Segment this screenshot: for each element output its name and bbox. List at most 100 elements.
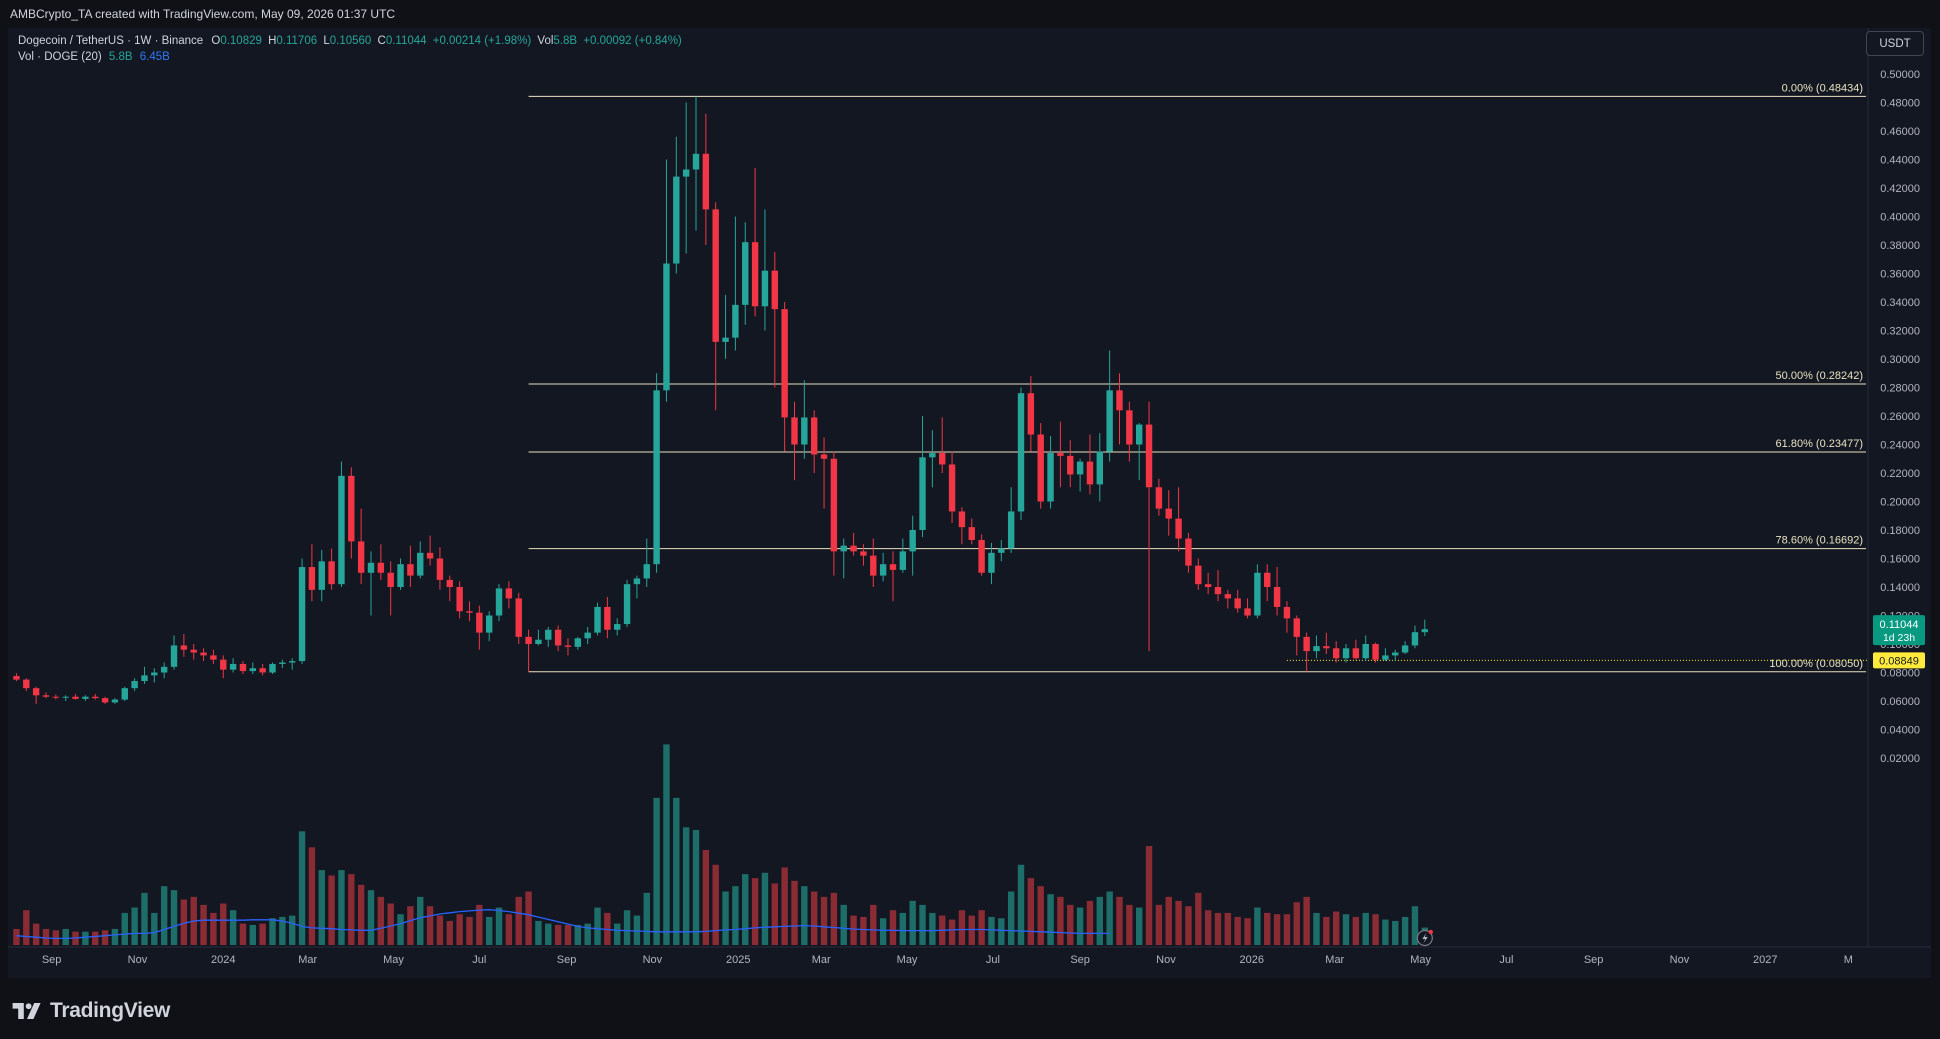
- candle-body: [850, 545, 857, 552]
- volume-bar: [1135, 907, 1143, 945]
- candle-body: [82, 696, 89, 699]
- current-price-box: [1873, 615, 1925, 646]
- volume-bar: [32, 923, 40, 945]
- y-tick-label: 0.24000: [1880, 440, 1920, 452]
- x-tick-label: May: [383, 954, 404, 966]
- x-tick-label: Nov: [643, 954, 663, 966]
- volume-bar: [1372, 914, 1379, 945]
- volume-bar: [791, 880, 798, 945]
- fib-level-label: 0.00% (0.48434): [1782, 82, 1863, 94]
- volume-bar: [840, 904, 847, 945]
- alert-dot-icon: [1428, 929, 1434, 935]
- candle-body: [32, 688, 40, 696]
- volume-bar: [692, 829, 700, 945]
- candle-body: [387, 572, 394, 587]
- candle-body: [1264, 572, 1271, 587]
- candle-body: [436, 558, 444, 580]
- volume-bar: [781, 867, 788, 945]
- volume-bar: [525, 891, 532, 945]
- volume-bar: [1382, 919, 1389, 945]
- volume-bar: [1313, 912, 1320, 945]
- candle-body: [958, 511, 966, 528]
- volume-bar: [1293, 902, 1300, 945]
- candle-body: [308, 567, 316, 590]
- candlestick-chart[interactable]: 0.00% (0.48434) 50.00% (0.28242) 61.80% (0…: [8, 28, 1931, 978]
- volume-bar: [1057, 896, 1064, 945]
- x-tick-label: Nov: [128, 954, 148, 966]
- volume-bar: [771, 883, 778, 945]
- candle-body: [732, 304, 739, 338]
- volume-bar: [23, 910, 30, 945]
- y-tick-label: 0.22000: [1880, 468, 1920, 480]
- y-tick-label: 0.36000: [1880, 269, 1920, 281]
- candle-body: [870, 555, 877, 576]
- open-label: O: [211, 35, 221, 47]
- volume-bar: [338, 870, 345, 945]
- chart-pane[interactable]: 0.00% (0.48434) 50.00% (0.28242) 61.80% (0…: [8, 28, 1931, 978]
- candle-body: [101, 698, 109, 703]
- candle-body: [1057, 453, 1064, 456]
- volume-bar: [485, 916, 493, 945]
- tradingview-logo[interactable]: TradingView: [12, 999, 170, 1023]
- y-tick-label: 0.40000: [1880, 212, 1920, 224]
- volume-bar: [722, 891, 729, 945]
- candle-body: [1234, 598, 1241, 609]
- volume-bar: [1283, 914, 1291, 945]
- volume-bar: [929, 912, 936, 945]
- candle-body: [1293, 618, 1300, 637]
- candle-body: [92, 696, 99, 699]
- volume-bar: [889, 910, 897, 945]
- volume-bar: [200, 904, 207, 945]
- volume-bar: [1037, 886, 1044, 945]
- volume-bar: [742, 874, 749, 945]
- candle-body: [968, 527, 975, 540]
- candle-body: [1372, 644, 1379, 660]
- candle-body: [348, 475, 355, 542]
- volume-bar: [121, 912, 128, 945]
- candle-body: [939, 453, 946, 465]
- volume-bar: [1007, 891, 1015, 945]
- volume-bar: [633, 915, 641, 945]
- volume-legend: Vol · DOGE (20) 5.8B 6.45B: [18, 51, 170, 63]
- currency-selector[interactable]: USDT: [1866, 31, 1924, 56]
- volume-bar: [584, 923, 591, 945]
- candle-body: [426, 552, 434, 559]
- volume-bar: [456, 914, 463, 945]
- volume-bar: [594, 907, 601, 945]
- volume-bar: [1027, 878, 1035, 945]
- candle-body: [801, 417, 808, 445]
- volume-bar: [860, 916, 867, 945]
- volume-bar: [820, 896, 828, 945]
- attribution-bar: AMBCrypto_TA created with TradingView.co…: [0, 0, 1940, 27]
- candle-body: [840, 545, 847, 552]
- candle-body: [495, 588, 503, 616]
- volume-bar: [476, 904, 483, 945]
- candle-body: [1421, 629, 1429, 633]
- volume-bar: [141, 892, 148, 945]
- y-tick-label: 0.06000: [1880, 696, 1920, 708]
- y-tick-label: 0.28000: [1880, 383, 1920, 395]
- volume-bar: [426, 906, 434, 945]
- volume-bar: [663, 744, 670, 945]
- volume-bar: [1224, 912, 1232, 945]
- volume-bar: [1086, 900, 1094, 945]
- brand-name: TradingView: [50, 999, 171, 1022]
- volume-bar: [909, 900, 916, 945]
- volume-bar: [545, 923, 552, 945]
- candle-body: [1195, 565, 1202, 585]
- open-value: 0.10829: [220, 35, 262, 47]
- candle-body: [259, 668, 266, 673]
- volume-bar: [357, 884, 365, 945]
- candle-body: [1323, 646, 1330, 649]
- candle-body: [485, 615, 493, 633]
- fib-level-label: 61.80% (0.23477): [1776, 438, 1863, 450]
- candle-body: [357, 541, 365, 573]
- candle-body: [407, 564, 414, 576]
- volume-bar: [82, 931, 89, 945]
- volume-bar: [653, 797, 660, 945]
- candle-body: [1254, 572, 1261, 616]
- candle-body: [978, 539, 985, 573]
- volume-bar: [682, 827, 690, 945]
- volume-bar: [308, 847, 316, 945]
- candle-body: [1244, 608, 1251, 616]
